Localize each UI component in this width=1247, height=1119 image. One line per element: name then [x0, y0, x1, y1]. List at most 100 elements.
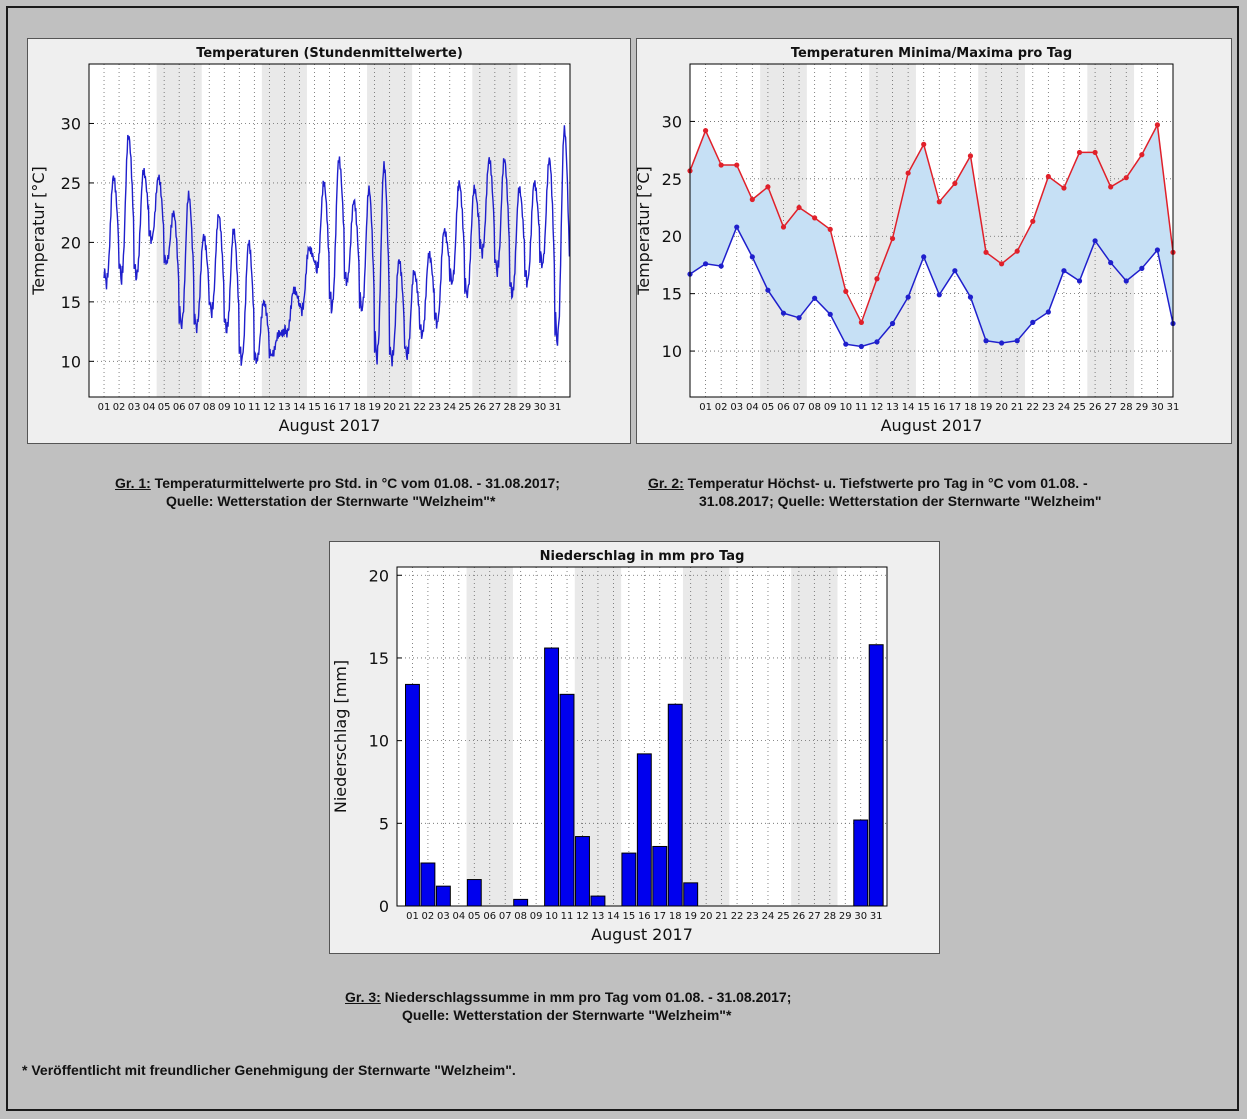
weekend-band: [698, 567, 730, 906]
chart-panel-precipitation: 0 5 10 15 20 01 02 03 04 05 06 07 08 09 10 11 12 13 14 15 16…: [329, 541, 940, 954]
footnote: * Veröffentlicht mit freundlicher Genehm…: [22, 1062, 516, 1078]
weekend-band: [482, 567, 513, 906]
y-axis-label: Temperatur [°C]: [29, 166, 48, 296]
max-temperature-point: [734, 162, 740, 168]
x-tick-label: 19: [980, 402, 993, 413]
x-tick-label: 28: [1120, 402, 1133, 413]
precipitation-bar: [405, 683, 420, 907]
weekend-band: [487, 64, 518, 397]
x-tick-label: 31: [870, 911, 883, 922]
x-tick-label: 27: [488, 402, 501, 413]
x-tick-label: 12: [576, 911, 589, 922]
y-tick-label: 10: [662, 342, 682, 361]
weekend-band: [276, 64, 307, 397]
x-tick-label: 07: [499, 911, 512, 922]
x-tick-label: 10: [839, 402, 852, 413]
x-tick-label: 14: [293, 402, 306, 413]
x-tick-label: 07: [793, 402, 806, 413]
temperature-line: [103, 125, 571, 367]
y-tick-label: 30: [662, 112, 682, 131]
precipitation-bar: [652, 845, 668, 907]
min-temperature-point: [874, 339, 880, 345]
max-temperature-point: [1045, 173, 1051, 180]
y-tick-label: 20: [662, 227, 682, 246]
min-temperature-point: [780, 310, 787, 316]
x-tick-label: 23: [428, 402, 441, 413]
max-temperature-point: [796, 204, 802, 211]
x-tick-label: 27: [1104, 402, 1117, 413]
min-temperature-point: [967, 294, 974, 300]
max-temperature-point: [1014, 248, 1020, 254]
x-tick-label: 20: [995, 402, 1008, 413]
min-temperature-point: [1123, 278, 1129, 284]
x-tick-label: 17: [653, 911, 666, 922]
y-tick-label: 5: [379, 814, 389, 833]
caption-2-line1: Temperatur Höchst- u. Tiefstwerte pro Ta…: [683, 475, 1088, 491]
x-tick-label: 22: [1026, 402, 1039, 413]
min-temperature-point: [812, 295, 818, 301]
caption-3-line1: Niederschlagssumme in mm pro Tag vom 01.…: [380, 989, 792, 1005]
x-tick-label: 01: [406, 911, 419, 922]
x-tick-label: 29: [519, 402, 532, 413]
max-temperature-point: [874, 276, 880, 282]
page-frame: [6, 6, 1239, 1111]
min-temperature-point: [796, 315, 802, 321]
max-temperature-point: [999, 261, 1005, 267]
precipitation-bar: [621, 852, 637, 907]
y-tick-label: 10: [61, 352, 81, 371]
x-tick-label: 10: [233, 402, 246, 413]
x-tick-label: 04: [143, 402, 156, 413]
max-temperature-point: [1076, 149, 1083, 156]
max-temperature-point: [843, 288, 849, 294]
max-temperature-point: [780, 224, 787, 230]
x-tick-label: 03: [128, 402, 141, 413]
chart-title: Temperaturen Minima/Maxima pro Tag: [791, 46, 1072, 61]
precipitation-bar: [636, 753, 652, 907]
x-tick-label: 29: [839, 911, 852, 922]
min-temperature-point: [843, 341, 849, 347]
min-temperature-point: [1030, 319, 1036, 325]
x-tick-label: 31: [1167, 402, 1180, 413]
min-temperature-point: [983, 338, 989, 344]
precipitation-bar: [667, 703, 683, 907]
chart-title: Niederschlag in mm pro Tag: [540, 549, 745, 564]
caption-2-line2: 31.08.2017; Quelle: Wetterstation der St…: [699, 493, 1102, 509]
x-tick-label: 28: [504, 402, 517, 413]
x-tick-label: 16: [933, 402, 946, 413]
x-tick-label: 18: [669, 911, 682, 922]
x-tick-label: 17: [338, 402, 351, 413]
x-tick-label: 30: [534, 402, 547, 413]
max-temperature-point: [921, 141, 927, 147]
min-temperature-point: [921, 254, 927, 260]
min-temperature-point: [952, 268, 958, 274]
x-tick-label: 11: [561, 911, 574, 922]
max-temperature-point: [905, 170, 911, 176]
y-axis-label: Niederschlag [mm]: [331, 660, 350, 813]
x-tick-label: 14: [607, 911, 620, 922]
x-tick-label: 16: [638, 911, 651, 922]
min-temperature-point: [765, 287, 771, 293]
min-max-range-fill: [690, 124, 1173, 347]
caption-1-label: Gr. 1:: [115, 475, 151, 491]
max-temperature-point: [889, 235, 896, 242]
precipitation-bar: [575, 836, 590, 907]
min-temperature-line: [689, 225, 1174, 348]
max-temperature-point: [936, 199, 942, 205]
min-temperature-point: [999, 340, 1005, 346]
y-tick-label: 25: [662, 170, 682, 189]
x-axis-label: August 2017: [279, 416, 381, 435]
min-temperature-point: [718, 263, 724, 269]
x-tick-label: 25: [777, 911, 790, 922]
y-tick-label: 10: [369, 732, 389, 751]
max-temperature-point: [1154, 122, 1161, 128]
weekend-band: [993, 64, 1025, 397]
chart-title: Temperaturen (Stundenmittelwerte): [196, 46, 463, 61]
x-tick-label: 19: [368, 402, 381, 413]
x-tick-label: 30: [1151, 402, 1164, 413]
y-tick-label: 20: [61, 233, 81, 252]
y-tick-label: 30: [61, 114, 81, 133]
x-tick-label: 28: [823, 911, 836, 922]
x-tick-label: 06: [777, 402, 790, 413]
